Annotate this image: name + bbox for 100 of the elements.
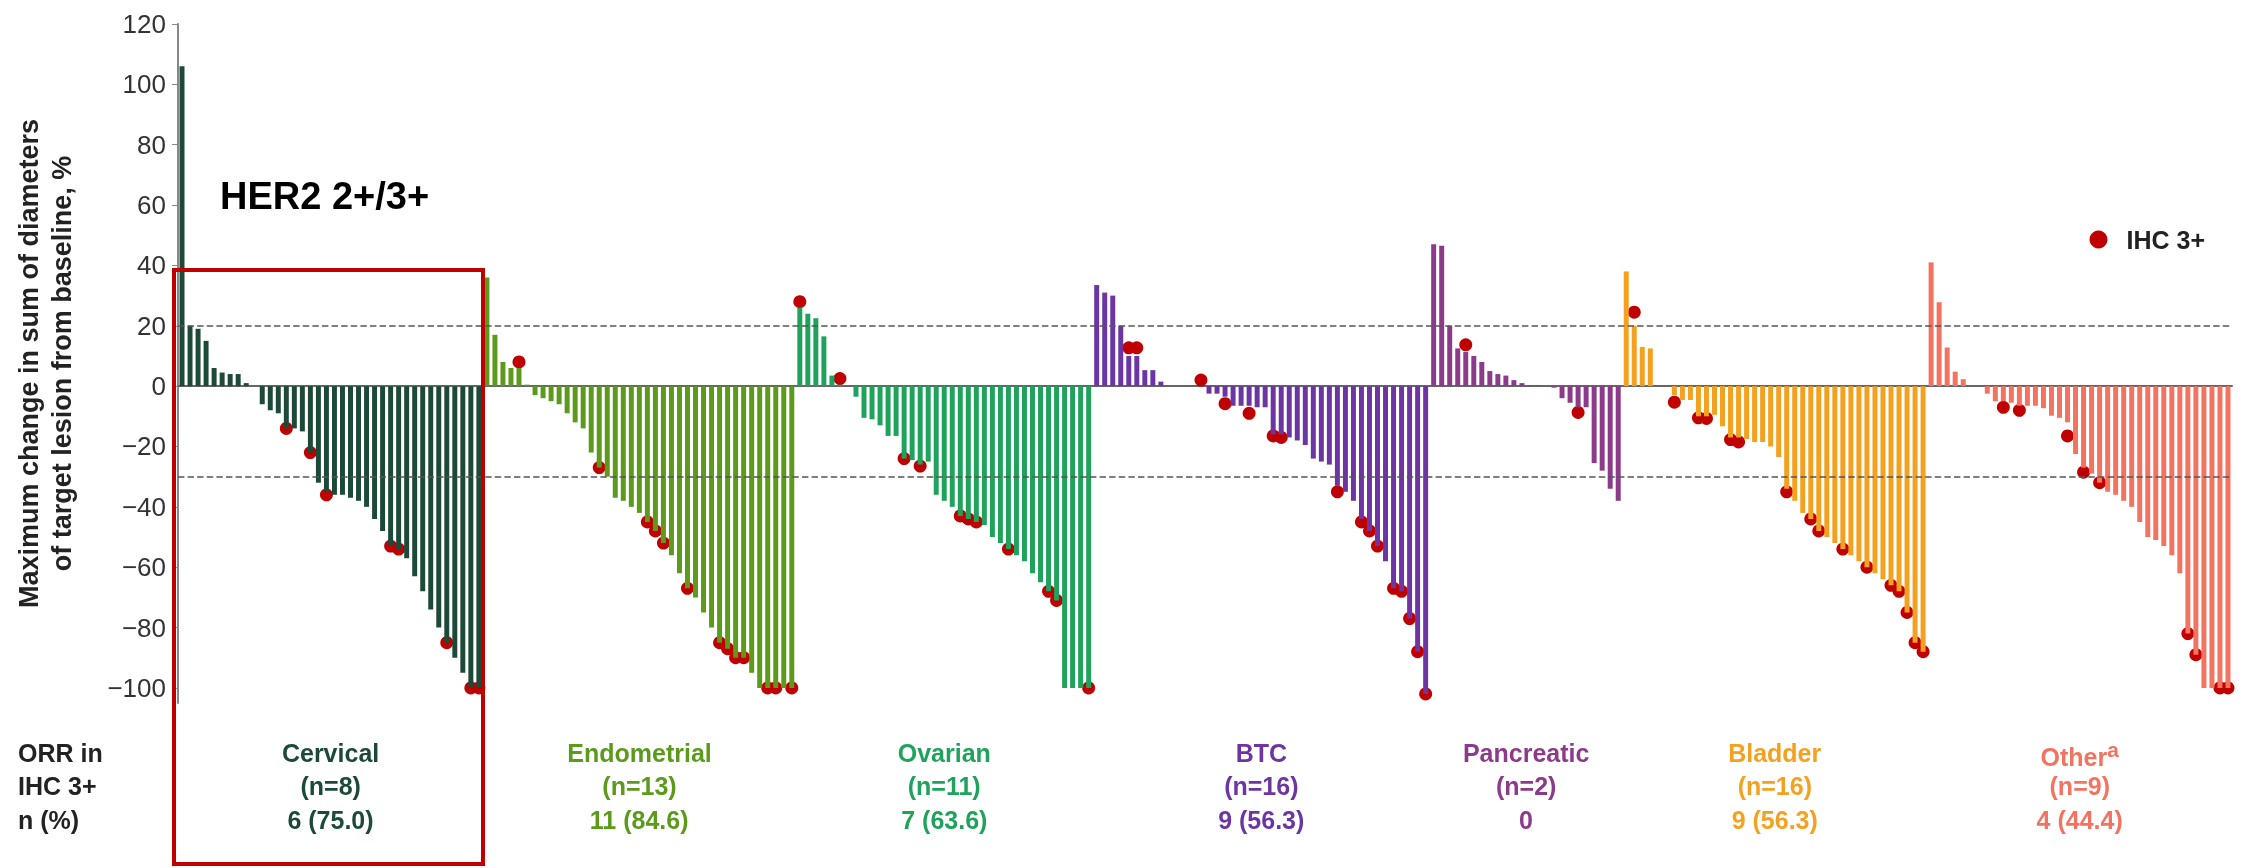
bar: [1679, 386, 1685, 401]
bar: [1110, 295, 1116, 387]
bar: [275, 386, 281, 414]
bar: [1350, 386, 1356, 501]
bar: [1455, 348, 1461, 387]
bar: [2201, 386, 2207, 688]
bar: [1326, 386, 1332, 465]
bar: [1599, 386, 1605, 471]
bar: [436, 386, 442, 628]
bar: [1062, 386, 1068, 688]
bar: [949, 386, 955, 507]
bar: [1607, 386, 1613, 489]
bar: [1567, 386, 1573, 403]
bar: [1431, 244, 1437, 387]
bar: [989, 386, 995, 538]
bar: [1848, 386, 1854, 556]
bar: [404, 386, 410, 559]
bar: [1286, 386, 1292, 438]
bar: [2048, 386, 2054, 416]
y-tick-label: −40: [121, 491, 166, 522]
bar: [1383, 386, 1389, 562]
bar: [628, 386, 634, 507]
y-tick-label: 120: [122, 9, 166, 39]
bar: [1342, 386, 1348, 492]
bar: [1447, 325, 1453, 387]
bar: [1856, 386, 1862, 562]
bar: [981, 386, 987, 525]
bar: [1318, 386, 1324, 462]
bar: [315, 386, 321, 483]
text: (n=8): [300, 771, 361, 801]
bar: [1631, 325, 1637, 387]
text: BTC: [1235, 738, 1288, 768]
bar: [749, 386, 755, 673]
bar: [259, 386, 265, 405]
text: Ovarian: [897, 738, 991, 768]
bar: [1013, 386, 1019, 556]
bar: [668, 386, 674, 556]
bar: [227, 374, 233, 387]
bar: [2145, 386, 2151, 538]
bar: [1583, 386, 1589, 408]
bar: [1487, 371, 1493, 387]
bar: [1615, 386, 1621, 501]
bar: [1776, 386, 1782, 458]
bar: [1511, 380, 1517, 387]
bar: [211, 368, 217, 387]
bar: [893, 386, 899, 436]
bar: [997, 386, 1003, 544]
bar: [2153, 386, 2159, 541]
text: 4 (44.4): [2036, 805, 2123, 835]
bar: [781, 386, 787, 688]
bar: [2177, 386, 2183, 574]
text: 9 (56.3): [1218, 805, 1305, 835]
bar: [291, 386, 297, 429]
bar: [701, 386, 707, 613]
bar: [219, 372, 225, 387]
text: (n=16): [1224, 771, 1299, 801]
text: Other$^{a}$: [2040, 736, 2119, 772]
bar: [2073, 386, 2079, 455]
bar: [2089, 386, 2095, 474]
text: (n=11): [907, 771, 981, 801]
bar: [2008, 386, 2014, 403]
bar: [877, 386, 883, 426]
bar: [709, 386, 715, 628]
bar: [564, 386, 570, 414]
bar: [331, 386, 337, 495]
bar: [339, 386, 345, 495]
bar: [1559, 386, 1565, 399]
y-tick-label: −20: [121, 431, 166, 462]
bar: [2113, 386, 2119, 495]
bar: [676, 386, 682, 574]
bar: [869, 386, 875, 420]
bar: [1254, 386, 1260, 408]
bar: [548, 386, 554, 402]
bar: [1021, 386, 1027, 562]
bar: [1952, 371, 1958, 387]
bar: [2024, 386, 2030, 406]
bar: [452, 386, 458, 658]
text: 0: [1518, 805, 1533, 835]
y-tick-label: 40: [137, 250, 166, 281]
text: Bladder: [1728, 738, 1822, 768]
bar: [1928, 262, 1934, 387]
bar: [1439, 245, 1445, 387]
bar: [500, 361, 506, 387]
bar: [1960, 379, 1966, 387]
bar: [1712, 386, 1717, 415]
bar: [1720, 386, 1725, 427]
bar: [243, 383, 249, 387]
y-tick-label: 20: [137, 310, 166, 341]
bar: [2105, 386, 2111, 492]
bar: [1800, 386, 1806, 513]
text: 9 (56.3): [1731, 805, 1818, 835]
text: ORR in: [18, 738, 103, 768]
legend-label: IHC 3+: [2126, 225, 2206, 254]
annotation: HER2 2+/3+: [220, 175, 430, 217]
bar: [1214, 386, 1220, 394]
bar: [492, 334, 498, 387]
y-tick-label: 80: [137, 129, 166, 160]
bar: [1591, 386, 1597, 464]
bar: [1070, 386, 1076, 688]
bar: [2121, 386, 2127, 501]
